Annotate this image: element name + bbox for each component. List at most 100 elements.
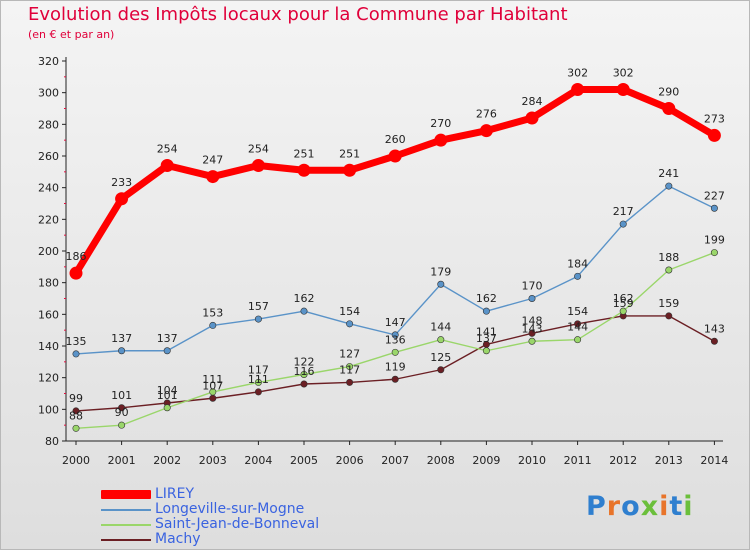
data-point	[163, 347, 171, 355]
y-tick-label: 300	[38, 87, 59, 100]
data-point	[209, 388, 217, 396]
data-point	[391, 331, 399, 339]
data-label: 141	[476, 325, 497, 338]
legend-label: Longeville-sur-Mogne	[155, 501, 305, 517]
data-point	[163, 404, 171, 412]
data-label: 270	[430, 117, 451, 130]
data-label: 290	[658, 86, 679, 99]
data-label: 144	[567, 321, 588, 334]
data-point	[571, 83, 585, 96]
data-point	[251, 159, 265, 172]
data-point	[160, 159, 174, 172]
data-label: 99	[69, 392, 83, 405]
data-point	[346, 378, 354, 386]
brand-letter: x	[640, 491, 660, 522]
data-label: 233	[111, 176, 132, 189]
y-tick-label: 160	[38, 308, 59, 321]
data-label: 157	[248, 300, 269, 313]
data-point	[710, 249, 718, 257]
brand-letter: i	[683, 491, 694, 522]
data-label: 137	[476, 332, 497, 345]
brand-logo: Proxiti	[586, 491, 694, 522]
y-tick-label: 280	[38, 118, 59, 131]
y-tick-label: 200	[38, 245, 59, 258]
x-tick-label: 2005	[290, 454, 318, 467]
data-label: 144	[430, 321, 451, 334]
data-label: 162	[613, 292, 634, 305]
data-label: 154	[567, 305, 588, 318]
data-label: 184	[567, 257, 588, 270]
data-point	[300, 307, 308, 315]
data-label: 101	[111, 389, 132, 402]
legend-swatch-machy	[101, 539, 151, 541]
x-tick-label: 2014	[700, 454, 728, 467]
legend-label: Saint-Jean-de-Bonneval	[155, 516, 320, 532]
data-label: 159	[613, 297, 634, 310]
data-point	[665, 266, 673, 274]
data-label: 137	[157, 332, 178, 345]
y-tick-label: 100	[38, 403, 59, 416]
data-point	[528, 329, 536, 337]
data-label: 104	[157, 384, 178, 397]
data-point	[118, 421, 126, 429]
data-point	[574, 336, 582, 344]
x-tick-label: 2000	[62, 454, 90, 467]
data-label: 153	[202, 306, 223, 319]
data-label: 241	[658, 167, 679, 180]
data-point	[707, 128, 721, 142]
data-point	[437, 280, 445, 288]
data-label: 254	[157, 143, 178, 156]
data-label: 116	[294, 365, 315, 378]
y-tick-label: 180	[38, 277, 59, 290]
data-label: 111	[202, 373, 223, 386]
data-point	[72, 424, 80, 432]
x-tick-label: 2009	[472, 454, 500, 467]
data-label: 273	[704, 112, 725, 125]
data-point	[434, 133, 448, 147]
x-tick-label: 2010	[518, 454, 546, 467]
data-label: 137	[111, 332, 132, 345]
data-point	[254, 315, 262, 323]
y-tick-label: 240	[38, 182, 59, 195]
data-point	[209, 394, 217, 402]
data-label: 127	[339, 348, 360, 361]
legend-swatch-saint-jean	[101, 524, 151, 526]
legend-swatch-longeville	[101, 509, 151, 511]
axes: 80 100 120 140 160 180 200 220 240 260 280 300 320 20…	[38, 55, 728, 467]
y-tick-label: 140	[38, 340, 59, 353]
data-label: 147	[385, 316, 406, 329]
chart-title: Evolution des Impôts locaux pour la Comm…	[28, 4, 568, 25]
data-point	[437, 366, 445, 374]
data-point	[300, 370, 308, 378]
brand-letter: P	[586, 491, 607, 522]
data-point	[72, 350, 80, 358]
data-label: 143	[704, 322, 725, 335]
data-label: 143	[522, 322, 543, 335]
data-point	[206, 170, 220, 184]
data-label: 162	[294, 292, 315, 305]
data-label: 101	[157, 389, 178, 402]
data-label: 136	[385, 333, 406, 346]
data-point	[254, 388, 262, 396]
data-label: 154	[339, 305, 360, 318]
data-point	[346, 363, 354, 371]
data-point	[482, 347, 490, 355]
data-point	[346, 320, 354, 328]
brand-letter: i	[659, 491, 670, 522]
x-tick-label: 2001	[108, 454, 136, 467]
data-label: 117	[339, 363, 360, 376]
data-point	[574, 272, 582, 280]
data-label: 302	[567, 67, 588, 80]
data-point	[391, 375, 399, 383]
data-point	[343, 163, 357, 177]
y-tick-label: 220	[38, 213, 59, 226]
x-tick-label: 2007	[381, 454, 409, 467]
data-point	[616, 83, 630, 96]
data-point	[665, 182, 673, 190]
x-tick-label: 2003	[199, 454, 227, 467]
data-point	[297, 163, 311, 177]
data-point	[662, 102, 676, 115]
data-label: 186	[66, 250, 87, 263]
data-point	[479, 124, 493, 138]
